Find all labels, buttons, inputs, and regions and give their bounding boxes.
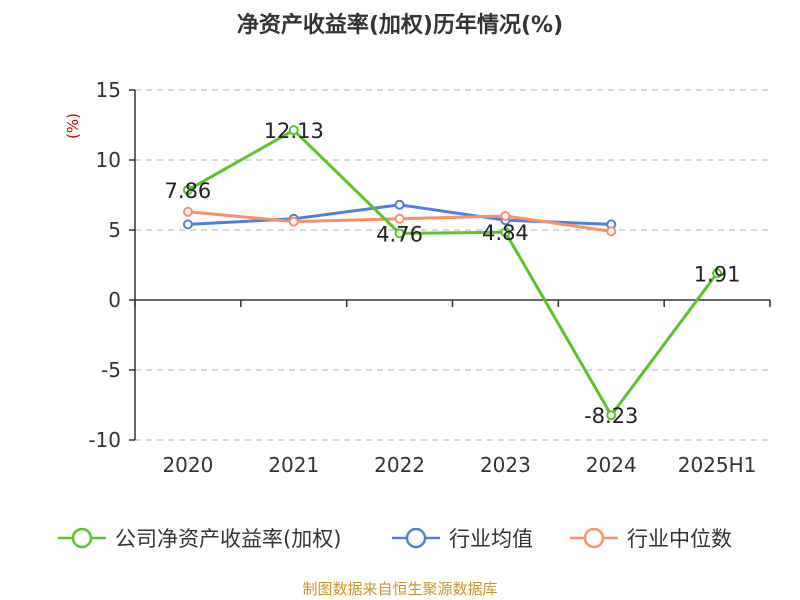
data-point xyxy=(394,199,405,210)
data-point xyxy=(288,216,299,227)
source-note: 制图数据来自恒生聚源数据库 xyxy=(302,580,497,598)
chart-title: 净资产收益率(加权)历年情况(%) xyxy=(237,12,563,38)
y-tick-label: 0 xyxy=(108,288,121,312)
y-tick-label: -5 xyxy=(101,358,121,382)
legend-marker xyxy=(583,527,605,549)
y-tick-label: 5 xyxy=(108,218,121,242)
data-point xyxy=(182,206,193,217)
data-label: 1.91 xyxy=(694,262,741,286)
x-tick-label: 2025H1 xyxy=(678,453,757,477)
y-tick-label: 15 xyxy=(96,78,121,102)
legend-label: 行业中位数 xyxy=(627,527,732,551)
data-point xyxy=(394,213,405,224)
data-label: 12.13 xyxy=(264,119,324,143)
series-lines xyxy=(182,125,723,421)
legend-label: 行业均值 xyxy=(449,527,533,551)
data-point xyxy=(712,268,723,279)
legend: 公司净资产收益率(加权) 行业均值 行业中位数 xyxy=(58,527,732,551)
data-point xyxy=(500,227,511,238)
x-tick-label: 2024 xyxy=(586,453,637,477)
data-point xyxy=(394,228,405,239)
gridlines xyxy=(135,89,770,441)
data-point xyxy=(182,184,193,195)
data-point xyxy=(606,226,617,237)
x-tick-label: 2023 xyxy=(480,453,531,477)
y-axis-unit: (%) xyxy=(64,113,82,139)
y-tick-label: 10 xyxy=(96,148,121,172)
data-label: 4.84 xyxy=(482,221,529,245)
legend-marker xyxy=(71,527,93,549)
data-point xyxy=(182,219,193,230)
x-tick-label: 2022 xyxy=(374,453,425,477)
axes: 15 10 5 0 -5 -10 2020 2021 2022 2023 2024 2025H1 xyxy=(88,78,771,477)
data-label: 4.76 xyxy=(376,222,423,246)
data-point xyxy=(606,410,617,421)
data-label: 7.86 xyxy=(165,179,212,203)
x-tick-label: 2021 xyxy=(268,453,319,477)
x-tick-label: 2020 xyxy=(162,453,213,477)
data-labels: 7.86 12.13 4.76 4.84 -8.23 1.91 xyxy=(165,119,741,428)
data-point xyxy=(288,125,299,136)
legend-label: 公司净资产收益率(加权) xyxy=(115,527,341,551)
legend-marker xyxy=(405,527,427,549)
data-label: -8.23 xyxy=(584,404,638,428)
data-point xyxy=(500,211,511,221)
series-line xyxy=(187,128,719,417)
y-tick-label: -10 xyxy=(88,428,121,452)
